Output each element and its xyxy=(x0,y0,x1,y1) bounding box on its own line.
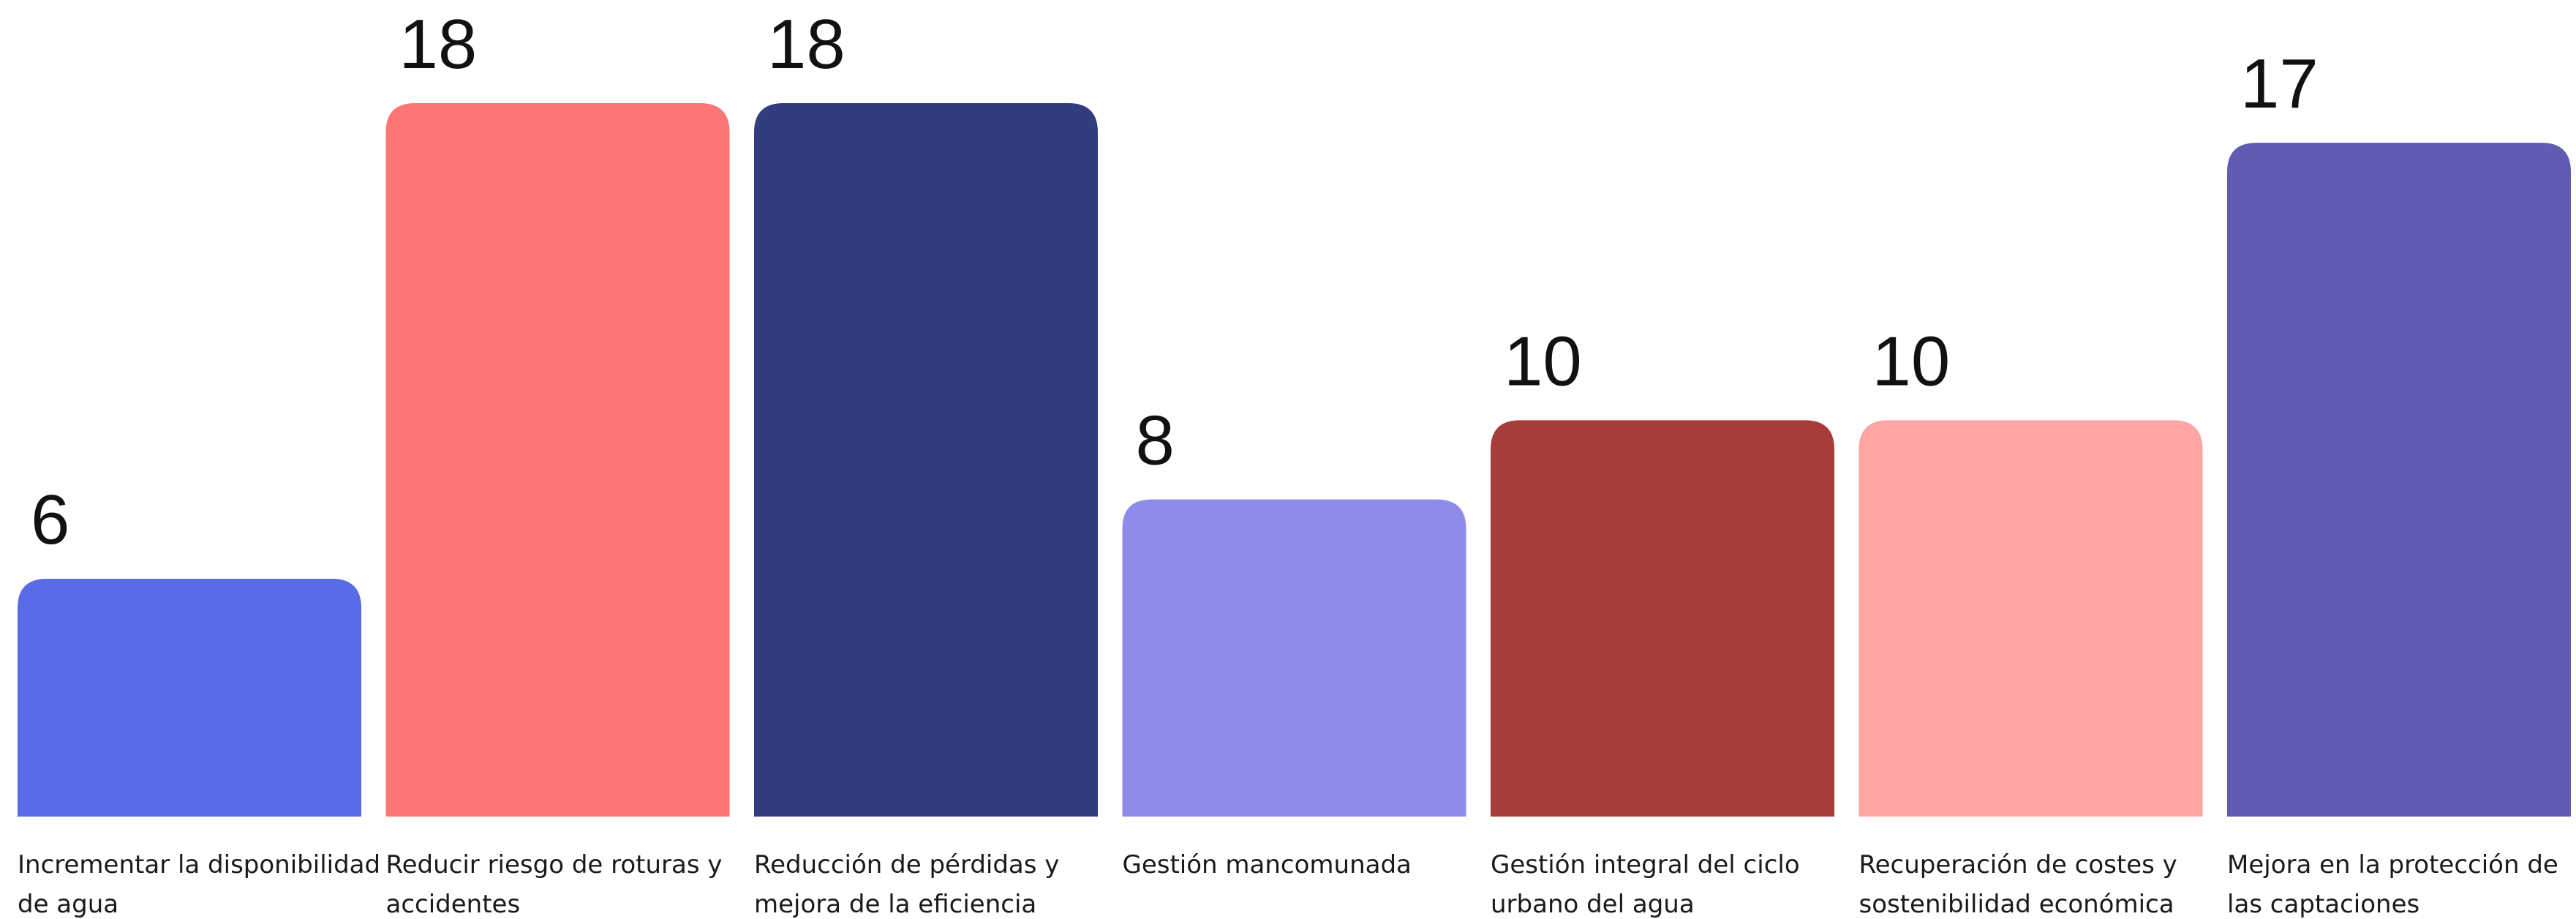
category-label-1: Incrementar la disponibilidad de agua xyxy=(18,850,380,919)
category-label-line: Recuperación de costes y xyxy=(1859,850,2177,879)
category-label-line: las captaciones xyxy=(2227,890,2419,919)
bar-value-label-2: 18 xyxy=(399,5,478,83)
category-labels-group: Incrementar la disponibilidad de agua Redu… xyxy=(18,850,2558,919)
category-label-5: Gestión integral del ciclo urbano del agu… xyxy=(1491,850,1800,919)
category-label-line: de agua xyxy=(18,890,118,919)
category-label-3: Reducción de pérdidas y mejora de la efic… xyxy=(754,850,1059,919)
bar-1 xyxy=(18,579,361,817)
category-label-line: Gestión integral del ciclo xyxy=(1491,850,1800,879)
bar-5 xyxy=(1491,420,1834,817)
category-label-2: Reducir riesgo de roturas y accidentes xyxy=(386,850,723,919)
category-label-line: Reducción de pérdidas y xyxy=(754,850,1059,879)
bar-value-label-4: 8 xyxy=(1136,402,1175,480)
category-label-line: Incrementar la disponibilidad xyxy=(18,850,380,879)
bars-group xyxy=(18,103,2571,817)
bar-4 xyxy=(1122,499,1466,817)
bar-3 xyxy=(754,103,1098,817)
bar-value-label-5: 10 xyxy=(1504,322,1582,400)
category-label-line: accidentes xyxy=(386,890,521,919)
bar-2 xyxy=(385,103,730,817)
value-labels-group: 6 18 18 8 10 10 17 xyxy=(31,5,2319,559)
bar-value-label-3: 18 xyxy=(767,5,846,83)
category-label-line: urbano del agua xyxy=(1491,890,1695,919)
category-label-line: Reducir riesgo de roturas y xyxy=(386,850,723,879)
category-label-7: Mejora en la protección de las captacione… xyxy=(2227,850,2558,919)
bar-6 xyxy=(1858,420,2203,817)
bar-value-label-6: 10 xyxy=(1872,322,1951,400)
category-label-line: Gestión mancomunada xyxy=(1123,850,1412,879)
category-label-line: sostenibilidad económica xyxy=(1859,890,2174,919)
bar-7 xyxy=(2227,143,2571,817)
category-label-line: Mejora en la protección de xyxy=(2227,850,2558,879)
category-label-6: Recuperación de costes y sostenibilidad e… xyxy=(1859,850,2177,919)
category-label-4: Gestión mancomunada xyxy=(1123,850,1412,879)
category-label-line: mejora de la eficiencia xyxy=(754,890,1036,919)
bar-value-label-1: 6 xyxy=(31,481,69,559)
bar-value-label-7: 17 xyxy=(2240,45,2319,123)
